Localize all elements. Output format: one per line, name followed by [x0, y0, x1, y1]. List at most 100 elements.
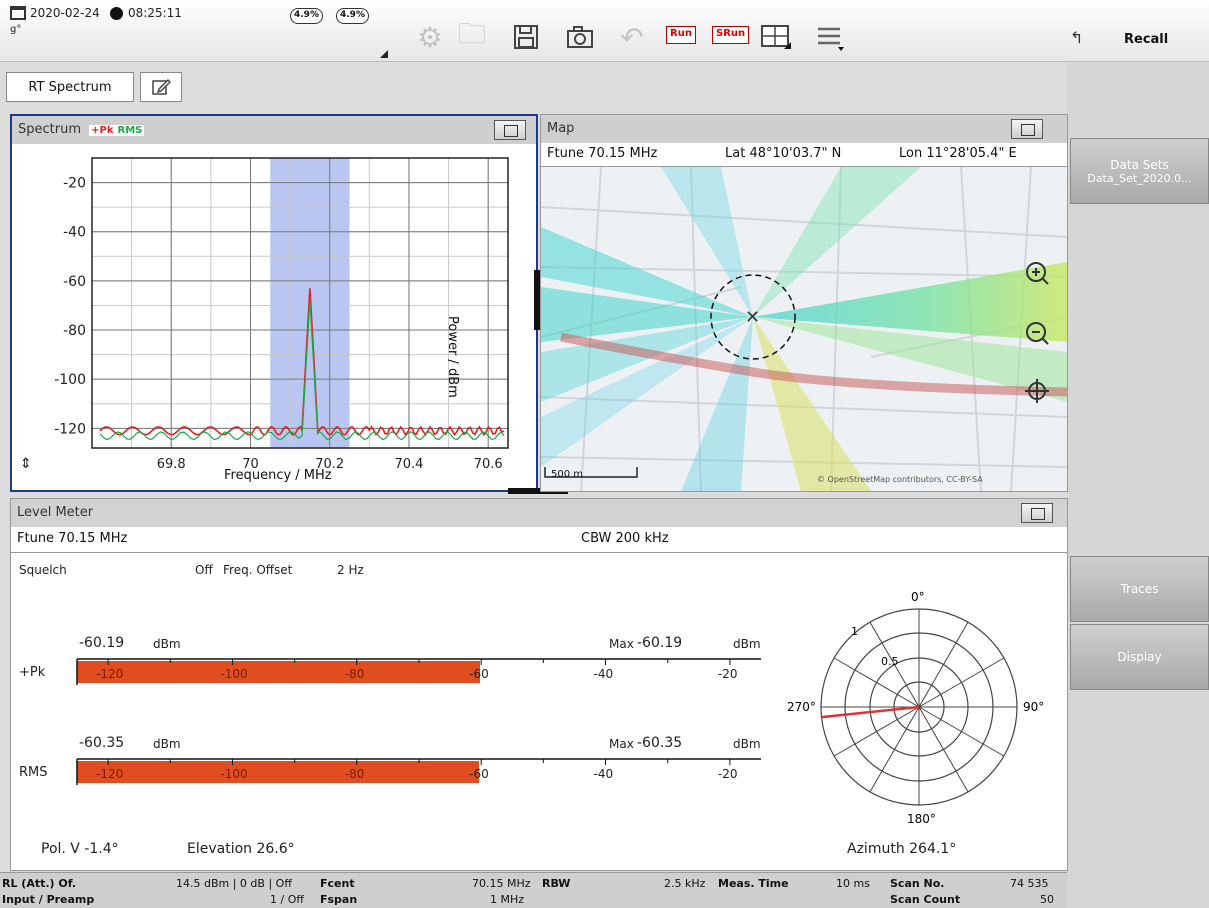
- pk-max-value: -60.19: [637, 635, 683, 651]
- undo-icon[interactable]: ↶: [620, 20, 644, 54]
- y-tick-label: -120: [54, 421, 86, 437]
- azimuth-text: Azimuth 264.1°: [847, 841, 957, 857]
- polar-ring-05-label: 0.5: [881, 655, 899, 668]
- battery-icon-1: 4.9%: [290, 8, 323, 24]
- zoom-in-icon[interactable]: [1017, 253, 1057, 293]
- trace-pk: [99, 288, 505, 437]
- map-panel: Map Ftune 70.15 MHz Lat 48°10'03.7" N Lo…: [540, 114, 1068, 492]
- layout-icon[interactable]: [758, 20, 794, 54]
- squelch-label: Squelch: [19, 563, 67, 577]
- recall-back-icon[interactable]: ↰: [1070, 28, 1084, 47]
- map-view[interactable]: ✕: [541, 167, 1067, 491]
- polar-left-label: 270°: [787, 700, 816, 714]
- azimuth-polar-plot: 0° 90° 270° 180° 1 0.5: [787, 590, 1044, 826]
- calendar-icon: [10, 6, 26, 20]
- legend-rms: RMS: [115, 125, 145, 136]
- menu-icon[interactable]: [812, 20, 848, 54]
- polarization-text: Pol. V -1.4°: [41, 841, 119, 857]
- rms-level-bar: -120 -100 -80 -60 -40 -20: [76, 758, 761, 785]
- save-icon[interactable]: [508, 20, 544, 54]
- bar-scale-label: -120: [96, 767, 123, 781]
- bar-scale-label: -20: [718, 767, 738, 781]
- zoom-out-icon[interactable]: [1017, 313, 1057, 353]
- map-lat: Lat 48°10'03.7" N: [725, 146, 842, 161]
- bar-scale-label: -100: [220, 667, 247, 681]
- data-sets-value: Data_Set_2020.0...: [1087, 171, 1192, 185]
- center-crosshair-icon[interactable]: [1017, 371, 1057, 411]
- scan-count-label: Scan Count: [890, 893, 961, 906]
- rms-value: -60.35: [79, 735, 125, 751]
- svg-text:✕: ✕: [745, 307, 760, 328]
- y-tick-label: -80: [63, 323, 86, 339]
- rms-row-label: RMS: [19, 765, 48, 780]
- recall-button[interactable]: Recall: [1124, 32, 1169, 47]
- battery-icon-2: 4.9%: [336, 8, 369, 24]
- tab-edit[interactable]: [140, 72, 182, 102]
- meas-time-value: 10 ms: [836, 877, 870, 890]
- time-text: 08:25:11: [128, 6, 182, 20]
- rms-max-unit: dBm: [733, 737, 761, 751]
- map-scale-label: 500 m: [551, 469, 584, 480]
- rl-value: 14.5 dBm | 0 dB | Off: [176, 877, 292, 890]
- panel-splitter-handle-horizontal[interactable]: [508, 488, 568, 494]
- scroll-arrows-icon[interactable]: ⇕: [20, 456, 32, 472]
- fspan-value: 1 MHz: [490, 893, 525, 906]
- fspan-label: Fspan: [320, 893, 358, 906]
- level-info-bar: Ftune 70.15 MHz CBW 200 kHz: [11, 527, 1067, 553]
- level-meter-title: Level Meter: [17, 505, 94, 520]
- panel-splitter-handle[interactable]: [534, 270, 540, 330]
- gps-text: g°: [10, 24, 22, 35]
- display-label: Display: [1117, 650, 1162, 664]
- pk-max-label: Max: [609, 637, 634, 651]
- squelch-value[interactable]: Off: [195, 563, 213, 577]
- rms-max-value: -60.35: [637, 735, 683, 751]
- spectrum-chart: -20 -40 -60 -80 -100 -120 69.8 70 70.2 70.4 70.6: [54, 157, 509, 472]
- input-value: 1 / Off: [270, 893, 304, 906]
- level-bar-fill: [77, 661, 481, 683]
- map-lon: Lon 11°28'05.4" E: [899, 146, 1017, 161]
- date-text: 2020-02-24: [30, 6, 100, 20]
- settings-gear-icon[interactable]: ⚙: [417, 20, 443, 54]
- x-tick-label: 70.2: [315, 457, 344, 472]
- scan-no-value: 74 535: [1010, 877, 1049, 890]
- rbw-value: 2.5 kHz: [664, 877, 706, 890]
- meas-time-label: Meas. Time: [718, 877, 789, 890]
- map-title: Map: [547, 121, 575, 136]
- map-ftune: Ftune 70.15 MHz: [547, 146, 658, 161]
- y-tick-label: -100: [54, 372, 86, 388]
- spectrum-title: Spectrum: [18, 122, 81, 137]
- tab-rt-spectrum[interactable]: RT Spectrum: [6, 72, 134, 102]
- map-maximize-button[interactable]: [1011, 119, 1043, 139]
- display-button[interactable]: Display: [1070, 624, 1209, 690]
- fcent-value: 70.15 MHz: [472, 877, 531, 890]
- screenshot-camera-icon[interactable]: [562, 20, 598, 54]
- level-maximize-button[interactable]: [1021, 503, 1053, 523]
- level-meter-title-bar: Level Meter: [11, 499, 1067, 527]
- bar-scale-label: -60: [469, 767, 489, 781]
- pk-max-unit: dBm: [733, 637, 761, 651]
- spectrum-maximize-button[interactable]: [494, 120, 526, 140]
- map-attribution: © OpenStreetMap contributors, CC-BY-SA: [817, 475, 983, 484]
- traces-button[interactable]: Traces: [1070, 556, 1209, 622]
- freq-offset-value: 2 Hz: [337, 563, 364, 577]
- map-info-bar: Ftune 70.15 MHz Lat 48°10'03.7" N Lon 11…: [541, 143, 1067, 167]
- rms-max-label: Max: [609, 737, 634, 751]
- bar-scale-label: -20: [718, 667, 738, 681]
- run-button[interactable]: Run: [666, 26, 696, 44]
- pk-level-bar: -120 -100 -80 -60 -40 -20: [76, 658, 761, 685]
- single-run-button[interactable]: SRun: [712, 26, 750, 44]
- bar-scale-label: -60: [469, 667, 489, 681]
- data-sets-label: Data Sets: [1110, 157, 1169, 172]
- x-tick-label: 70.4: [394, 457, 423, 472]
- clock-icon: [110, 7, 123, 20]
- rbw-label: RBW: [542, 877, 571, 890]
- x-tick-label: 70.6: [474, 457, 503, 472]
- spectrum-title-bar: Spectrum +Pk RMS: [12, 116, 536, 144]
- polar-top-label: 0°: [911, 590, 925, 604]
- rms-unit: dBm: [153, 737, 181, 751]
- input-label: Input / Preamp: [2, 893, 95, 906]
- open-folder-icon[interactable]: 🗀: [457, 17, 486, 50]
- data-sets-button[interactable]: Data Sets Data_Set_2020.0...: [1070, 138, 1209, 204]
- level-cbw: CBW 200 kHz: [581, 531, 669, 546]
